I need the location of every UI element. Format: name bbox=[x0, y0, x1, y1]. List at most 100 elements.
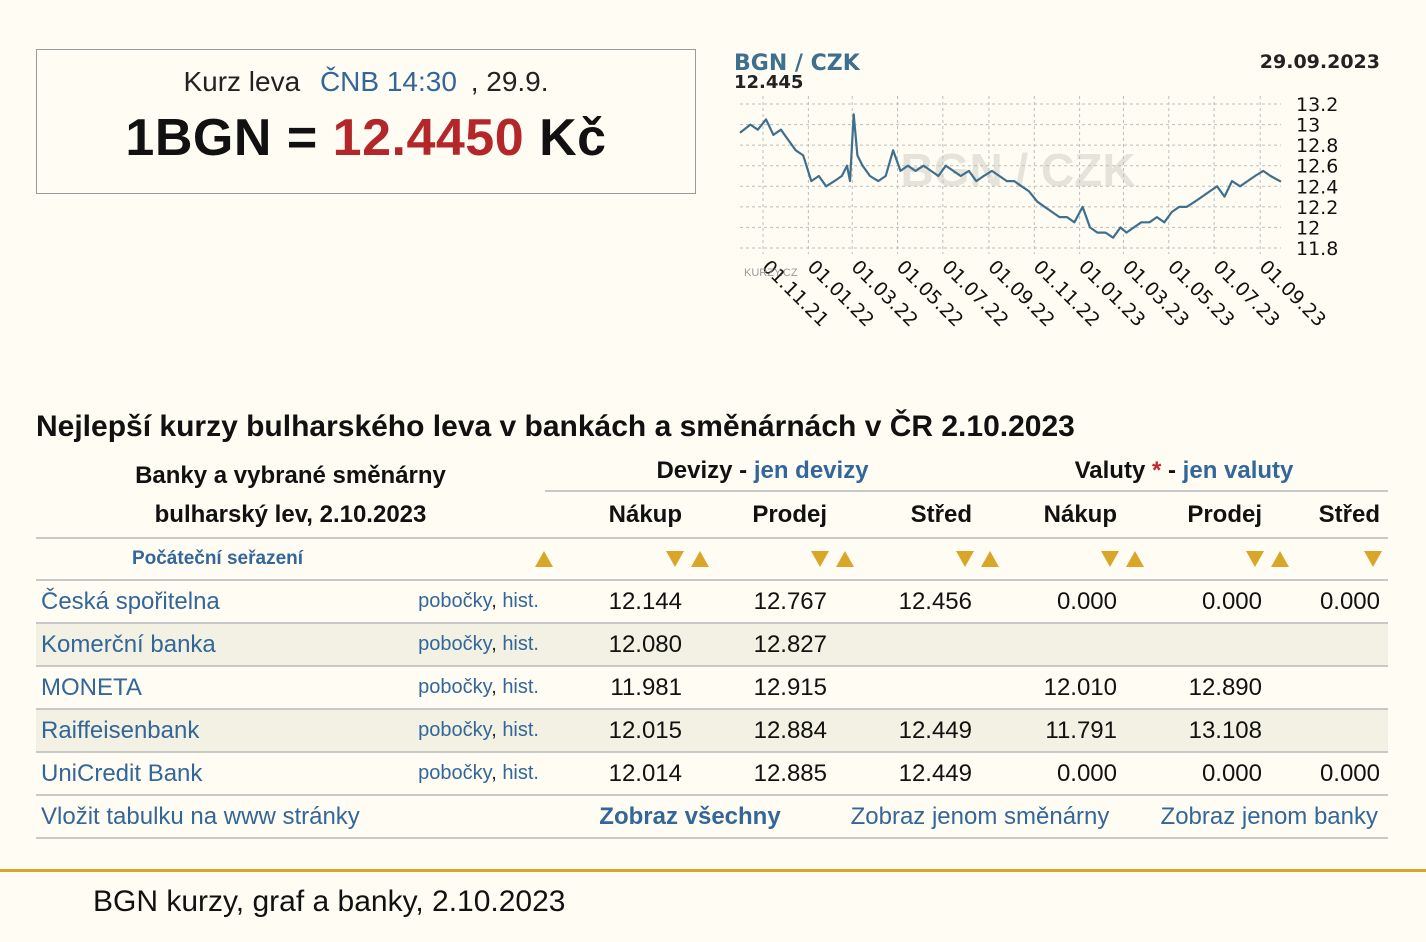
col-devizy-nakup: Nákup bbox=[545, 490, 690, 538]
valuty-stred-value: 0.000 bbox=[1270, 579, 1388, 623]
chart-title: BGN / CZK bbox=[734, 51, 861, 76]
valuty-group-header: Valuty * - jen valuty bbox=[980, 452, 1388, 491]
branches-link[interactable]: pobočky bbox=[418, 633, 492, 655]
sort-cell-1 bbox=[545, 537, 709, 580]
devizy-only-link[interactable]: jen devizy bbox=[753, 457, 869, 484]
sort-cell-4 bbox=[980, 537, 1144, 580]
chart-svg: BGN / CZK13.21312.812.612.412.21211.801.… bbox=[734, 51, 1380, 331]
history-link[interactable]: hist. bbox=[502, 590, 539, 612]
col-valuty-prodej: Prodej bbox=[1125, 490, 1270, 538]
table-row: MONETA pobočky, hist. 11.981 12.915 12.0… bbox=[36, 665, 1388, 709]
valuty-nakup-value: 0.000 bbox=[980, 579, 1125, 623]
devizy-stred-value: 12.449 bbox=[835, 708, 980, 752]
sort-desc-icon[interactable] bbox=[1246, 551, 1264, 567]
left-header: Banky a vybrané směnárny bulharský lev, … bbox=[36, 452, 545, 538]
valuty-only-link[interactable]: jen valuty bbox=[1182, 457, 1294, 484]
history-link[interactable]: hist. bbox=[502, 633, 539, 655]
brand-logo: KURZY.CZ bbox=[744, 267, 798, 279]
valuty-prodej-value: 0.000 bbox=[1125, 751, 1270, 795]
chart-current-value: 12.445 bbox=[734, 72, 803, 93]
devizy-nakup-value: 11.981 bbox=[545, 665, 690, 709]
branches-link[interactable]: pobočky bbox=[418, 590, 492, 612]
devizy-stred-value: 12.449 bbox=[835, 751, 980, 795]
bank-links: pobočky, hist. bbox=[399, 708, 545, 752]
valuty-sep: - bbox=[1168, 457, 1176, 484]
branches-link[interactable]: pobočky bbox=[418, 762, 492, 784]
rate-date: , 29.9. bbox=[470, 66, 549, 97]
sort-desc-icon[interactable] bbox=[956, 551, 974, 567]
table-row: Komerční banka pobočky, hist. 12.080 12.… bbox=[36, 622, 1388, 666]
comma: , bbox=[491, 633, 497, 655]
y-tick-label: 11.8 bbox=[1296, 238, 1338, 260]
comma: , bbox=[491, 590, 497, 612]
rate-chart[interactable]: BGN / CZK 13.2 13 12.8 12.6 12.4 12.2 12 11.8 01.… bbox=[728, 44, 1388, 344]
bank-links: pobočky, hist. bbox=[399, 665, 545, 709]
sort-cell-6 bbox=[1270, 537, 1388, 580]
comma: , bbox=[491, 762, 497, 784]
devizy-nakup-value: 12.080 bbox=[545, 622, 690, 666]
comma: , bbox=[491, 676, 497, 698]
branches-link[interactable]: pobočky bbox=[418, 676, 492, 698]
valuty-nakup-value: 0.000 bbox=[980, 751, 1125, 795]
comma: , bbox=[491, 719, 497, 741]
show-exchanges-link[interactable]: Zobraz jenom směnárny bbox=[835, 794, 1125, 839]
page-footer-text: BGN kurzy, graf a banky, 2.10.2023 bbox=[93, 885, 566, 918]
history-link[interactable]: hist. bbox=[502, 762, 539, 784]
left-header-line1: Banky a vybrané směnárny bbox=[135, 461, 446, 489]
show-banks-link[interactable]: Zobraz jenom banky bbox=[1125, 794, 1388, 839]
sort-cell-2 bbox=[690, 537, 854, 580]
devizy-sep: - bbox=[739, 457, 748, 484]
history-link[interactable]: hist. bbox=[502, 676, 539, 698]
valuty-nakup-value bbox=[980, 622, 1125, 666]
bank-name-link[interactable]: MONETA bbox=[36, 665, 399, 709]
table-row: Raiffeisenbank pobočky, hist. 12.015 12.… bbox=[36, 708, 1388, 752]
devizy-nakup-value: 12.144 bbox=[545, 579, 690, 623]
valuty-stred-value bbox=[1270, 708, 1388, 752]
y-tick-label: 13.2 bbox=[1296, 94, 1338, 116]
col-devizy-prodej: Prodej bbox=[690, 490, 835, 538]
y-tick-label: 12 bbox=[1296, 217, 1320, 239]
history-link[interactable]: hist. bbox=[502, 719, 539, 741]
initial-sort-link[interactable]: Počáteční seřazení bbox=[36, 537, 399, 580]
y-tick-label: 12.2 bbox=[1296, 197, 1338, 219]
rate-prefix: Kurz leva bbox=[183, 66, 301, 97]
sort-desc-icon[interactable] bbox=[1364, 551, 1382, 567]
bank-name-link[interactable]: Raiffeisenbank bbox=[36, 708, 399, 752]
bank-name-link[interactable]: UniCredit Bank bbox=[36, 751, 399, 795]
valuty-stred-value bbox=[1270, 622, 1388, 666]
embed-table-link[interactable]: Vložit tabulku na www stránky bbox=[36, 794, 545, 839]
y-tick-label: 12.4 bbox=[1296, 176, 1338, 198]
rate-line bbox=[739, 113, 1282, 239]
col-valuty-stred: Střed bbox=[1270, 490, 1388, 538]
chart-watermark: BGN / CZK bbox=[900, 144, 1135, 196]
rates-table: Banky a vybrané směnárny bulharský lev, … bbox=[36, 452, 1388, 839]
sort-desc-icon[interactable] bbox=[666, 551, 684, 567]
bank-name-link[interactable]: Česká spořitelna bbox=[36, 579, 399, 623]
left-header-line2: bulharský lev, 2.10.2023 bbox=[154, 500, 427, 528]
sort-desc-icon[interactable] bbox=[811, 551, 829, 567]
valuty-nakup-value: 12.010 bbox=[980, 665, 1125, 709]
sort-desc-icon[interactable] bbox=[1101, 551, 1119, 567]
devizy-group-header: Devizy - jen devizy bbox=[545, 452, 980, 491]
devizy-prodej-value: 12.915 bbox=[690, 665, 835, 709]
rate-value: 12.4450 bbox=[332, 109, 525, 167]
bank-links: pobočky, hist. bbox=[399, 622, 545, 666]
devizy-nakup-value: 12.014 bbox=[545, 751, 690, 795]
show-all-link[interactable]: Zobraz všechny bbox=[545, 794, 835, 839]
sort-cell-3 bbox=[835, 537, 999, 580]
footer-divider bbox=[0, 869, 1426, 872]
valuty-label: Valuty bbox=[1074, 457, 1146, 484]
valuty-prodej-value: 0.000 bbox=[1125, 579, 1270, 623]
valuty-prodej-value: 13.108 bbox=[1125, 708, 1270, 752]
y-tick-label: 12.8 bbox=[1296, 135, 1338, 157]
sort-row: Počáteční seřazení bbox=[36, 537, 1388, 580]
rate-header: Kurz leva ČNB 14:30 , 29.9. bbox=[37, 66, 695, 98]
branches-link[interactable]: pobočky bbox=[418, 719, 492, 741]
bank-name-link[interactable]: Komerční banka bbox=[36, 622, 399, 666]
col-devizy-stred: Střed bbox=[835, 490, 980, 538]
sort-cell-0 bbox=[399, 537, 553, 580]
devizy-prodej-value: 12.827 bbox=[690, 622, 835, 666]
devizy-stred-value bbox=[835, 622, 980, 666]
rate-source-link[interactable]: ČNB 14:30 bbox=[319, 66, 457, 97]
devizy-label: Devizy bbox=[656, 457, 733, 484]
